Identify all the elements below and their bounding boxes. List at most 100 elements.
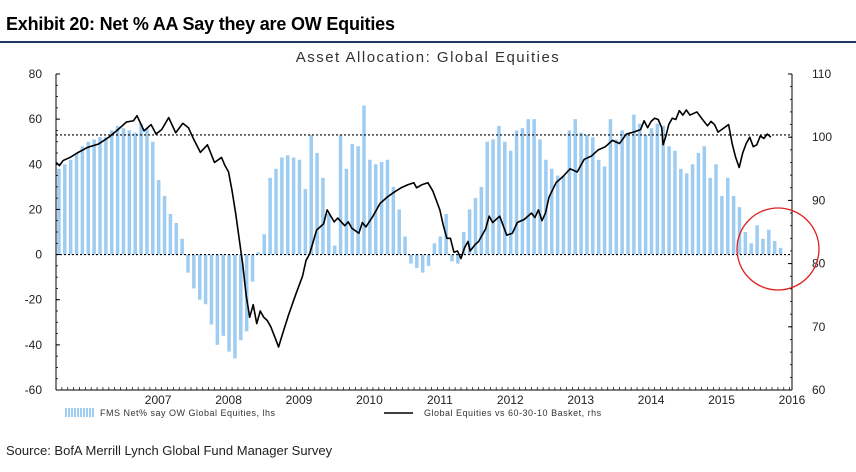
- bar: [344, 168, 349, 255]
- bar: [761, 238, 765, 255]
- bar: [280, 157, 284, 255]
- bar: [197, 254, 202, 300]
- bar: [456, 254, 460, 264]
- bar: [121, 128, 126, 255]
- bar: [450, 254, 454, 262]
- legend-label-bars: FMS Net% say OW Global Equities, lhs: [100, 408, 276, 418]
- bar: [585, 134, 589, 255]
- legend-bar-swatch-bar: [83, 408, 85, 417]
- bar: [491, 139, 495, 255]
- bar: [667, 146, 671, 255]
- bar: [737, 207, 742, 255]
- bar: [268, 177, 272, 255]
- legend-bar-swatch-bar: [71, 408, 73, 417]
- bar: [262, 234, 267, 255]
- bar: [508, 150, 513, 255]
- bar: [544, 159, 548, 255]
- x-axis-ticks: 2007 2008 2009 2010 2011 2012 2013 2014 2015 2016: [55, 387, 806, 407]
- bar: [221, 254, 225, 336]
- bar: [778, 247, 783, 255]
- left-tick-label: 20: [29, 202, 43, 216]
- bar: [485, 141, 489, 255]
- bar: [655, 123, 660, 255]
- bar: [473, 198, 478, 255]
- bar: [503, 141, 507, 255]
- bar: [74, 153, 79, 255]
- bar: [608, 119, 613, 255]
- bar: [385, 159, 390, 255]
- bar: [338, 134, 343, 255]
- x-tick-label: 2011: [427, 393, 453, 407]
- right-tick-label: 100: [812, 130, 832, 144]
- bar: [86, 141, 91, 255]
- bar: [591, 137, 595, 255]
- left-tick-label: 60: [29, 112, 43, 126]
- right-tick-label: 60: [812, 383, 826, 397]
- bar: [250, 254, 255, 282]
- legend: FMS Net% say OW Global Equities, lhs Glo…: [65, 408, 602, 418]
- x-tick-label: 2008: [215, 393, 242, 407]
- bar: [332, 245, 337, 255]
- bar: [233, 254, 237, 359]
- legend-bar-swatch-bar: [65, 408, 67, 417]
- bar: [549, 168, 554, 255]
- bar: [180, 238, 184, 255]
- reference-lines: [56, 134, 792, 256]
- bar: [673, 150, 677, 255]
- bar: [109, 130, 114, 255]
- bar: [309, 134, 313, 255]
- legend-bar-swatch: [65, 408, 94, 417]
- bar: [151, 141, 155, 255]
- x-tick-label: 2013: [567, 393, 594, 407]
- bar: [743, 232, 748, 255]
- bar: [714, 164, 718, 255]
- bar: [274, 168, 278, 255]
- bar: [186, 254, 190, 273]
- bar: [514, 130, 519, 255]
- bar: [92, 139, 96, 255]
- bar: [632, 114, 636, 255]
- bar: [203, 254, 208, 305]
- bar: [139, 123, 143, 255]
- right-tick-label: 70: [812, 320, 826, 334]
- legend-label-line: Global Equities vs 60-30-10 Basket, rhs: [424, 408, 602, 418]
- legend-bar-swatch-bar: [89, 408, 91, 417]
- bar: [409, 254, 413, 264]
- bar: [239, 254, 243, 341]
- bar: [696, 153, 701, 255]
- bar: [327, 213, 331, 255]
- bar: [403, 236, 407, 255]
- bar: [555, 175, 560, 255]
- legend-bar-swatch-bar: [74, 408, 76, 417]
- chart: Asset Allocation: Global Equities 80 60 40…: [25, 49, 833, 418]
- bar: [614, 139, 619, 255]
- bar: [209, 254, 214, 325]
- page-title: Exhibit 20: Net % AA Say they are OW Equ…: [6, 14, 395, 34]
- bar: [98, 137, 102, 255]
- bar: [438, 236, 443, 255]
- legend-bar-swatch-bar: [92, 408, 94, 417]
- bar: [461, 232, 466, 255]
- bar: [497, 125, 501, 255]
- bar: [720, 195, 724, 255]
- bar: [104, 137, 108, 255]
- bar: [68, 159, 73, 255]
- bar: [479, 186, 484, 255]
- bar: [256, 252, 261, 255]
- x-tick-label: 2007: [145, 393, 172, 407]
- left-tick-label: 0: [35, 248, 42, 262]
- bar: [526, 119, 531, 255]
- bar: [373, 164, 378, 255]
- legend-bar-swatch-bar: [77, 408, 79, 417]
- bar: [285, 155, 290, 255]
- bar: [532, 119, 536, 255]
- left-axis-ticks: 80 60 40 20 0 -20 -40 -60: [25, 67, 60, 397]
- bar: [303, 189, 308, 255]
- bar: [127, 130, 132, 255]
- bar: [520, 128, 525, 255]
- x-tick-label: 2016: [779, 393, 806, 407]
- bar: [702, 146, 707, 255]
- right-tick-label: 110: [812, 67, 831, 81]
- bar: [649, 128, 654, 255]
